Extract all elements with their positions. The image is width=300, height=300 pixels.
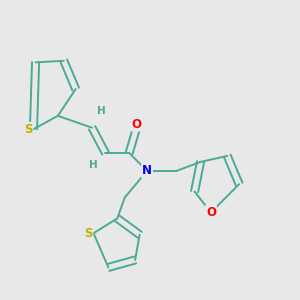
Text: O: O [132,118,142,130]
Text: N: N [142,164,152,177]
Text: O: O [206,206,216,219]
Text: S: S [84,227,92,240]
Text: H: H [97,106,105,116]
Text: H: H [89,160,98,170]
Text: S: S [24,123,32,136]
